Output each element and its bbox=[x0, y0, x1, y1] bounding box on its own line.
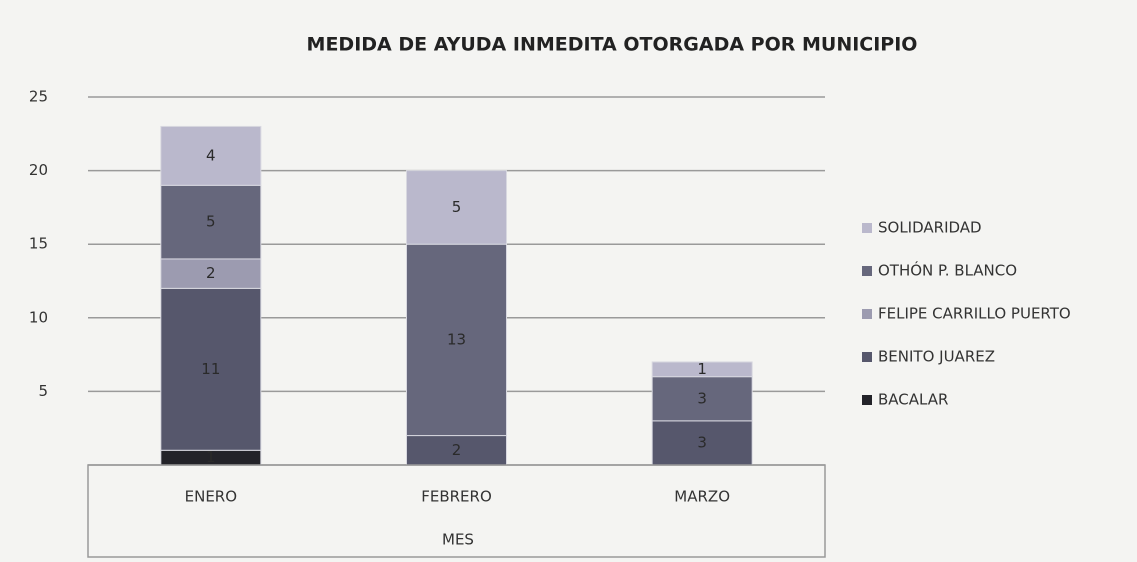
legend-label: BENITO JUAREZ bbox=[878, 348, 995, 366]
data-label: 1 bbox=[697, 360, 707, 378]
legend-swatch bbox=[862, 309, 872, 319]
legend-label: OTHÓN P. BLANCO bbox=[878, 261, 1017, 280]
legend-swatch bbox=[862, 395, 872, 405]
bar-segment bbox=[160, 184, 262, 260]
data-label: 1 bbox=[206, 448, 216, 466]
bar-segment bbox=[651, 376, 753, 422]
data-label: 5 bbox=[206, 213, 216, 231]
data-label: 11 bbox=[201, 360, 220, 378]
x-axis-title: MES bbox=[442, 531, 474, 549]
x-tick-label: MARZO bbox=[674, 488, 730, 506]
chart-title: MEDIDA DE AYUDA INMEDITA OTORGADA POR MU… bbox=[307, 34, 918, 56]
data-label: 4 bbox=[206, 146, 216, 164]
data-label: 2 bbox=[452, 441, 462, 459]
legend-label: BACALAR bbox=[878, 391, 948, 409]
y-tick-label: 5 bbox=[38, 382, 48, 400]
x-tick-label: ENERO bbox=[185, 488, 237, 506]
x-tick-label: FEBRERO bbox=[421, 488, 492, 506]
bar-segment bbox=[160, 287, 262, 451]
legend-swatch bbox=[862, 223, 872, 233]
data-label: 5 bbox=[452, 198, 462, 216]
legend-swatch bbox=[862, 352, 872, 362]
y-tick-label: 25 bbox=[29, 88, 48, 106]
data-label: 2 bbox=[206, 264, 216, 282]
bar-segment bbox=[651, 361, 753, 378]
bar-segment bbox=[160, 258, 262, 289]
bar-segment bbox=[406, 170, 507, 245]
data-label: 3 bbox=[697, 389, 707, 407]
y-tick-label: 10 bbox=[29, 308, 48, 326]
y-tick-label: 15 bbox=[29, 235, 48, 253]
legend-swatch bbox=[862, 266, 872, 276]
legend-label: FELIPE CARRILLO PUERTO bbox=[878, 305, 1071, 323]
bar-segment bbox=[160, 125, 262, 186]
data-label: 13 bbox=[447, 330, 466, 348]
data-label: 3 bbox=[697, 433, 707, 451]
y-tick-label: 20 bbox=[29, 161, 48, 179]
legend-label: SOLIDARIDAD bbox=[878, 219, 982, 237]
